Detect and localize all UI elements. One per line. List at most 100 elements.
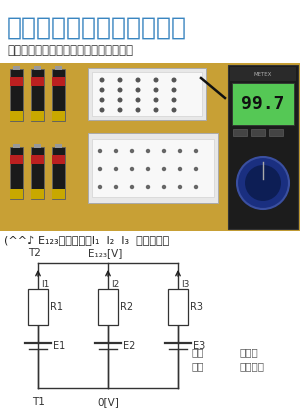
Text: T2: T2 — [28, 248, 41, 258]
Bar — [13, 66, 20, 70]
Circle shape — [146, 167, 150, 171]
Bar — [13, 144, 20, 148]
Bar — [55, 144, 62, 148]
Text: METEX: METEX — [254, 72, 272, 77]
Circle shape — [136, 77, 140, 82]
Text: E₁₂₃が分かればI₁  I₂  I₃  がわかる！: E₁₂₃が分かればI₁ I₂ I₃ がわかる！ — [38, 235, 169, 245]
Circle shape — [194, 185, 198, 189]
Circle shape — [172, 87, 176, 93]
Circle shape — [114, 185, 118, 189]
Bar — [0, 63, 300, 231]
Circle shape — [98, 167, 102, 171]
Circle shape — [154, 87, 158, 93]
Bar — [31, 69, 44, 121]
Circle shape — [162, 185, 166, 189]
Text: E₁₂₃[V]: E₁₂₃[V] — [88, 248, 122, 258]
Bar — [10, 77, 23, 86]
Bar — [168, 289, 188, 325]
Text: 99.7: 99.7 — [241, 95, 285, 113]
Circle shape — [162, 149, 166, 153]
Text: 0[V]: 0[V] — [97, 397, 119, 407]
Text: I3: I3 — [181, 280, 189, 289]
Bar — [88, 68, 206, 120]
Circle shape — [146, 149, 150, 153]
Bar — [31, 189, 44, 199]
Bar — [92, 139, 214, 197]
Text: 文宣: 文宣 — [192, 361, 205, 371]
Circle shape — [178, 167, 182, 171]
Circle shape — [245, 165, 281, 201]
Bar — [31, 147, 44, 199]
Bar — [31, 155, 44, 164]
Bar — [228, 65, 298, 229]
Bar — [269, 129, 283, 136]
Bar — [52, 77, 65, 86]
Bar — [232, 83, 294, 125]
Bar — [10, 189, 23, 199]
Bar — [52, 147, 65, 199]
Text: I1: I1 — [41, 280, 50, 289]
Circle shape — [172, 98, 176, 103]
Circle shape — [146, 185, 150, 189]
Circle shape — [100, 87, 104, 93]
Circle shape — [100, 108, 104, 112]
Bar — [10, 155, 23, 164]
Text: ふみのぶ: ふみのぶ — [240, 361, 265, 371]
Bar — [251, 129, 265, 136]
Circle shape — [118, 77, 122, 82]
Bar — [55, 66, 62, 70]
Text: 深井: 深井 — [192, 347, 205, 357]
Bar — [10, 69, 23, 121]
Circle shape — [114, 149, 118, 153]
Text: R2: R2 — [120, 302, 133, 312]
Circle shape — [100, 77, 104, 82]
Circle shape — [118, 87, 122, 93]
Circle shape — [154, 108, 158, 112]
Text: E2: E2 — [123, 341, 135, 351]
Text: I2: I2 — [111, 280, 119, 289]
Text: T1: T1 — [32, 397, 44, 407]
Circle shape — [98, 149, 102, 153]
Circle shape — [130, 185, 134, 189]
Bar — [31, 111, 44, 121]
Circle shape — [194, 167, 198, 171]
Bar — [52, 155, 65, 164]
Bar — [34, 144, 41, 148]
Bar — [98, 289, 118, 325]
Circle shape — [178, 185, 182, 189]
Bar — [34, 66, 41, 70]
Bar — [10, 147, 23, 199]
Text: E1: E1 — [53, 341, 65, 351]
Bar — [233, 129, 247, 136]
Circle shape — [154, 77, 158, 82]
Bar — [10, 111, 23, 121]
Text: キルヒホッフの法則と実験: キルヒホッフの法則と実験 — [7, 16, 187, 40]
Circle shape — [136, 87, 140, 93]
Circle shape — [172, 108, 176, 112]
Circle shape — [178, 149, 182, 153]
Text: ふかい: ふかい — [240, 347, 259, 357]
Circle shape — [136, 98, 140, 103]
Circle shape — [118, 108, 122, 112]
Bar — [52, 111, 65, 121]
Bar — [52, 69, 65, 121]
Circle shape — [130, 167, 134, 171]
Circle shape — [237, 157, 289, 209]
Circle shape — [162, 167, 166, 171]
Text: 表計算で理解できるキルヒホッフの法則: 表計算で理解できるキルヒホッフの法則 — [7, 44, 133, 56]
Circle shape — [136, 108, 140, 112]
Bar — [28, 289, 48, 325]
Text: (^^♪: (^^♪ — [4, 235, 34, 245]
Bar — [92, 72, 202, 116]
Circle shape — [194, 149, 198, 153]
Bar — [31, 77, 44, 86]
Circle shape — [172, 77, 176, 82]
Bar — [88, 133, 218, 203]
Text: R1: R1 — [50, 302, 63, 312]
Bar — [52, 189, 65, 199]
Text: E3: E3 — [193, 341, 205, 351]
Text: R3: R3 — [190, 302, 203, 312]
Circle shape — [114, 167, 118, 171]
Circle shape — [130, 149, 134, 153]
Circle shape — [118, 98, 122, 103]
